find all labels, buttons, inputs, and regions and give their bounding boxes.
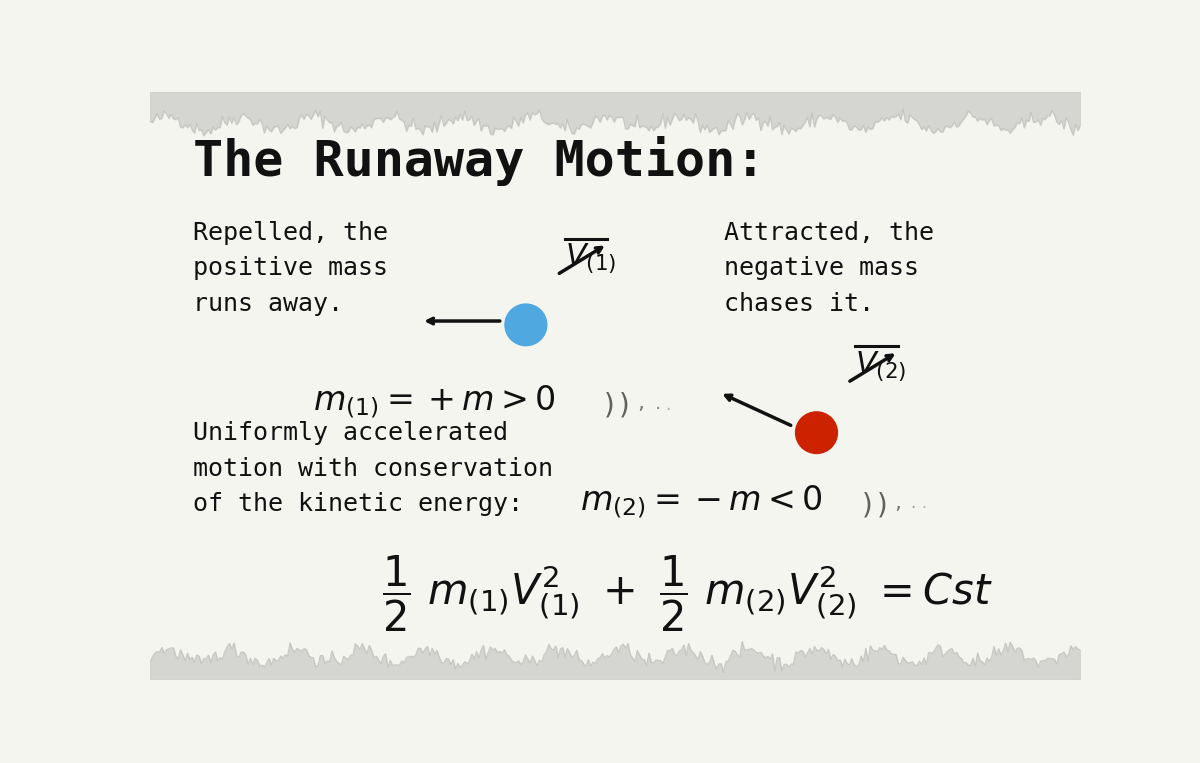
Text: The Runaway Motion:: The Runaway Motion: [193,137,766,186]
Text: $,$: $,$ [637,393,643,413]
Text: $V_{(2)}$: $V_{(2)}$ [856,349,906,384]
Text: $.$: $.$ [910,494,916,512]
Text: $m_{(1)} = +m > 0$: $m_{(1)} = +m > 0$ [313,382,556,420]
Text: $)\,)$: $)\,)$ [862,491,887,520]
Text: Repelled, the
positive mass
runs away.: Repelled, the positive mass runs away. [193,221,388,316]
Text: $V_{(1)}$: $V_{(1)}$ [565,242,616,276]
Text: $.$: $.$ [654,394,660,414]
Text: $\dfrac{1}{2}\ m_{(1)} V_{(1)}^{2}\ +\ \dfrac{1}{2}\ m_{(2)} V_{(2)}^{2}\ = Cst$: $\dfrac{1}{2}\ m_{(1)} V_{(1)}^{2}\ +\ \… [383,555,994,634]
Text: $)\,)$: $)\,)$ [604,391,629,420]
Circle shape [505,304,547,346]
Circle shape [796,412,838,453]
Text: $,$: $,$ [894,493,901,513]
Text: $m_{(2)} = -m < 0$: $m_{(2)} = -m < 0$ [580,483,823,520]
Text: $.$: $.$ [922,496,926,510]
Text: Attracted, the
negative mass
chases it.: Attracted, the negative mass chases it. [724,221,934,316]
Text: Uniformly accelerated
motion with conservation
of the kinetic energy:: Uniformly accelerated motion with conser… [193,421,553,516]
Text: $.$: $.$ [665,396,671,414]
